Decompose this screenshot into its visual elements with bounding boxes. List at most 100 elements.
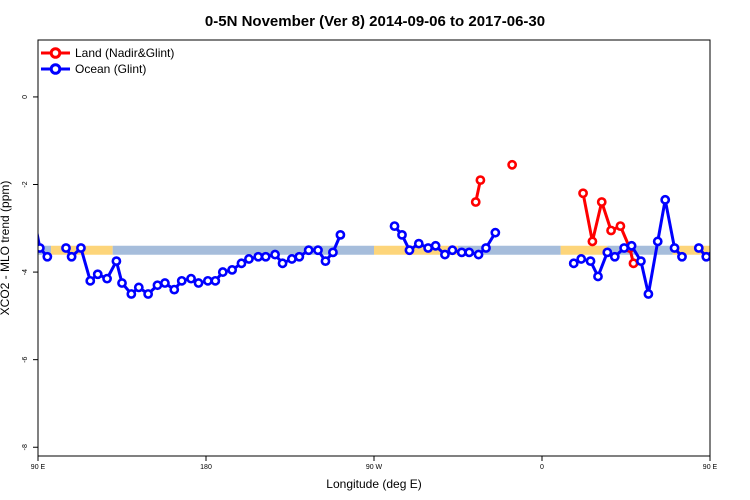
series-1-point — [746, 258, 750, 265]
x-tick-label: 180 — [200, 464, 212, 471]
series-1-point — [609, 251, 620, 262]
legend-label: Ocean (Glint) — [75, 62, 146, 76]
series-0-point — [587, 236, 598, 247]
series-0-point — [475, 175, 486, 186]
series-1-point — [636, 256, 646, 267]
series-1-point — [669, 243, 680, 253]
series-1-point — [585, 256, 596, 267]
series-1-point — [593, 271, 603, 282]
series-1-point — [169, 284, 180, 295]
y-axis-label: XCO2 - MLO trend (ppm) — [0, 181, 12, 316]
legend-entry-1: Ocean (Glint) — [41, 62, 146, 76]
legend-label: Land (Nadir&Glint) — [75, 46, 174, 60]
series-0-point — [615, 221, 626, 232]
legend-swatch-marker — [49, 63, 62, 75]
series-1-point — [260, 251, 271, 262]
series-1-point — [456, 247, 467, 258]
series-1-point — [152, 280, 163, 291]
series-1-point — [626, 240, 637, 251]
series-1-point — [186, 273, 196, 284]
series-1-line-0 — [38, 230, 49, 258]
series-1-point — [738, 275, 745, 282]
series-1-point — [111, 256, 122, 267]
series-1-point — [413, 238, 424, 249]
y-tick-label: 0 — [22, 95, 29, 99]
x-axis-label: Longitude (deg E) — [326, 477, 421, 491]
series-1-point — [447, 245, 458, 256]
y-axis: 0 -2 -4 -6 -8 — [22, 95, 38, 450]
y-tick-label: -4 — [22, 269, 29, 275]
series-1-point — [397, 229, 407, 240]
series-1-point — [202, 275, 213, 286]
chart-title: 0-5N November (Ver 8) 2014-09-06 to 2017… — [205, 13, 545, 30]
series-layer — [16, 159, 750, 299]
series-1-point — [389, 221, 400, 232]
x-axis: 90 E 180 90 W 0 90 E — [31, 456, 718, 471]
series-1-point — [117, 278, 127, 288]
series-1-point — [102, 273, 112, 284]
series-1-point — [328, 247, 338, 258]
series-1-point — [217, 267, 228, 277]
series-1-point — [568, 258, 579, 269]
series-1-point — [160, 278, 170, 288]
series-1-point — [244, 254, 254, 264]
series-1-point — [66, 251, 77, 262]
series-1-point — [660, 194, 671, 205]
series-1-point — [320, 256, 331, 267]
series-0-point — [470, 197, 481, 207]
series-1-point — [236, 258, 247, 269]
series-1-point — [38, 243, 45, 253]
series-1-point — [313, 245, 323, 256]
x-tick-label: 90 W — [366, 464, 383, 471]
series-1-point — [440, 249, 450, 260]
series-1-point — [335, 229, 346, 240]
series-1-point — [27, 196, 34, 203]
series-1-point — [126, 289, 137, 299]
series-1-point — [294, 251, 305, 262]
series-1-point — [473, 249, 484, 260]
y-tick-label: -8 — [22, 444, 29, 450]
series-1-point — [286, 254, 297, 264]
series-1-point — [643, 289, 654, 299]
y-tick-label: -6 — [22, 356, 29, 362]
legend-swatch-marker — [49, 47, 62, 59]
series-1-point — [270, 249, 280, 260]
series-0-point — [596, 197, 607, 207]
series-1-point — [253, 251, 264, 262]
series-1-point — [576, 254, 587, 264]
legend: Land (Nadir&Glint) Ocean (Glint) — [41, 46, 174, 76]
series-1-point — [61, 243, 71, 253]
series-1-point — [430, 240, 441, 251]
x-tick-label: 90 E — [31, 464, 46, 471]
series-1-point — [481, 243, 491, 253]
series-1-point — [701, 251, 710, 262]
legend-entry-0: Land (Nadir&Glint) — [41, 46, 174, 60]
series-1-point — [227, 264, 238, 275]
series-1-point — [404, 245, 415, 256]
series-1-point — [464, 247, 475, 258]
series-1-point — [76, 243, 86, 253]
series-1-point — [719, 277, 726, 284]
series-0-point — [606, 225, 616, 236]
series-0-point — [628, 258, 639, 269]
series-1 — [16, 194, 750, 299]
series-1-point — [42, 251, 53, 262]
x-tick-label: 90 E — [703, 464, 718, 471]
series-1-point — [277, 258, 288, 269]
series-0-point — [507, 159, 518, 170]
series-1-point — [210, 275, 221, 286]
series-1-point — [619, 243, 630, 253]
series-1-point — [303, 245, 314, 256]
series-1-point — [193, 278, 204, 288]
series-1-point — [176, 275, 187, 286]
x-tick-label: 0 — [540, 464, 544, 471]
series-1-point — [712, 244, 719, 251]
series-1-point — [652, 236, 663, 247]
series-1-point — [490, 227, 501, 238]
series-1-line-1 — [64, 234, 342, 296]
series-1-point — [143, 289, 154, 299]
series-1-point — [92, 269, 103, 280]
series-1-point — [16, 238, 23, 245]
series-1-point — [693, 243, 704, 253]
